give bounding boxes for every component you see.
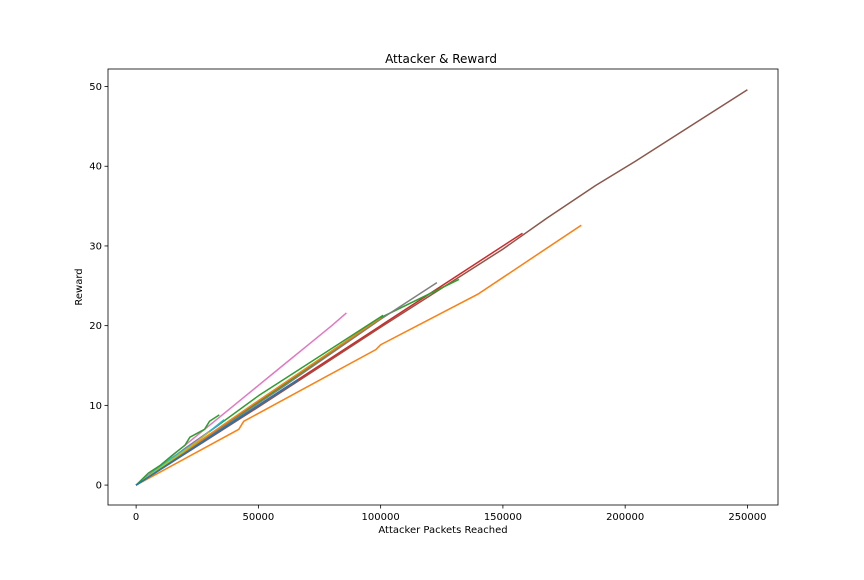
y-tick-label: 20 <box>89 321 102 332</box>
y-tick-label: 10 <box>89 401 102 412</box>
series-line-7 <box>135 312 347 486</box>
x-tick-label: 150000 <box>484 512 522 523</box>
x-tick-label: 250000 <box>728 512 766 523</box>
series-layer <box>135 89 748 486</box>
series-line-4 <box>135 281 438 486</box>
series-line-1 <box>135 224 582 486</box>
x-tick-label: 100000 <box>362 512 400 523</box>
x-tick-label: 50000 <box>242 512 274 523</box>
plot-frame <box>107 68 779 506</box>
x-tick-label: 200000 <box>606 512 644 523</box>
series-line-13 <box>135 379 298 486</box>
y-tick-label: 0 <box>96 481 102 492</box>
chart-title: Attacker & Reward <box>385 52 497 66</box>
y-tick-label: 50 <box>89 82 102 93</box>
y-axis-label: Reward <box>74 268 85 305</box>
x-axis-label: Attacker Packets Reached <box>378 525 507 536</box>
series-line-5 <box>135 317 382 486</box>
x-tick-label: 0 <box>133 512 139 523</box>
x-axis-ticks: 0 50000 100000 150000 200000 250000 <box>133 505 767 523</box>
y-axis-ticks: 0 10 20 30 40 50 <box>89 82 108 492</box>
series-line-12 <box>135 414 220 486</box>
y-tick-label: 40 <box>89 162 102 173</box>
series-line-0 <box>135 89 748 486</box>
y-tick-label: 30 <box>89 241 102 252</box>
